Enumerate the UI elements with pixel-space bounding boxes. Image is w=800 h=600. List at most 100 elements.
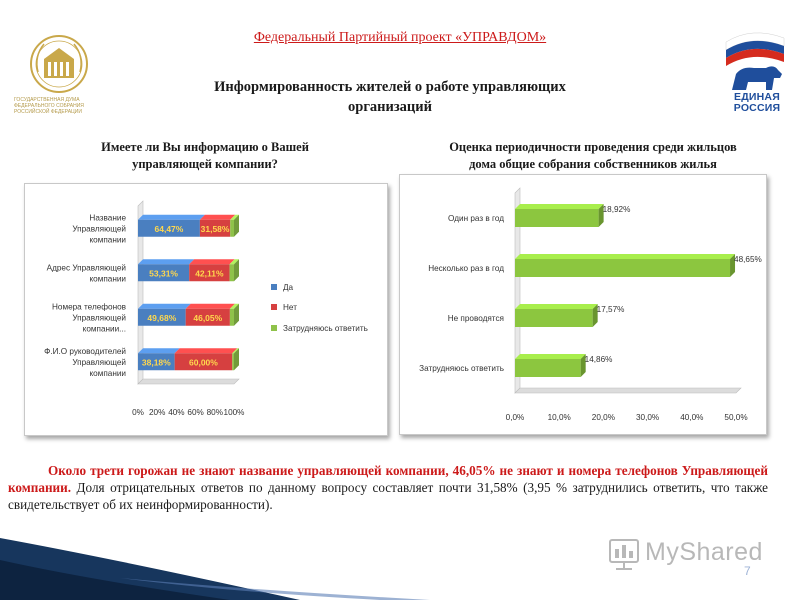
bar-end-cap: [730, 254, 736, 277]
x-tick-label: 100%: [224, 408, 245, 417]
category-label: Управляющей: [72, 313, 126, 322]
x-tick-label: 40,0%: [680, 413, 703, 422]
bar-end-cap: [580, 354, 586, 377]
main-title-line1: Информированность жителей о работе управ…: [214, 79, 566, 95]
legend-swatch: [271, 304, 277, 310]
left-chart-title-line2: управляющей компании?: [132, 157, 278, 171]
myshared-watermark: MyShared: [645, 538, 763, 566]
bar-end-cap: [234, 348, 239, 371]
x-tick-label: 20%: [149, 408, 165, 417]
summary-paragraph: Около трети горожан не знают название уп…: [8, 462, 768, 513]
bar-top: [515, 254, 736, 259]
bar-value-label: 64,47%: [155, 224, 184, 234]
party-name-line2: РОССИЯ: [733, 102, 781, 114]
bar-segment: [229, 264, 234, 282]
bar-end-cap: [234, 214, 239, 237]
bar-segment-top: [138, 348, 180, 354]
x-tick-label: 40%: [168, 408, 184, 417]
bar-segment: [138, 308, 186, 326]
bar-segment-top: [232, 348, 239, 354]
category-label: Управляющей: [72, 224, 126, 233]
left-chart-floor: [137, 378, 240, 385]
bar-value-label: 42,11%: [195, 268, 224, 278]
myshared-logo-icon: [609, 539, 639, 570]
meetings-frequency-bar-chart: 18,92% Один раз в год 48,65% Несколько раз …: [419, 187, 762, 422]
x-tick-label: 80%: [207, 408, 223, 417]
right-chart-title-line2: дома общие собрания собственников жилья: [469, 157, 717, 171]
category-label: Затрудняюсь ответить: [419, 364, 504, 373]
bar-segment-top: [189, 259, 235, 265]
bar-top: [515, 354, 586, 359]
bar-value-label: 31,58%: [201, 224, 230, 234]
right-chart-floor: [514, 387, 742, 394]
bar-segment: [138, 264, 190, 282]
united-russia-name: ЕДИНАЯ РОССИЯ: [720, 92, 794, 114]
awareness-chart-frame: 64,47% 31,58% Название Управляющей компании 5…: [24, 183, 388, 436]
category-label: Несколько раз в год: [428, 264, 504, 273]
bar-end-cap: [592, 304, 598, 327]
left-chart-title-line1: Имеете ли Вы информацию о Вашей: [101, 140, 309, 154]
bar-value-label: 60,00%: [189, 357, 218, 367]
bar-segment: [232, 353, 234, 371]
page-number: 7: [744, 564, 751, 578]
bar-segment-top: [174, 348, 238, 354]
bar-value-label: 38,18%: [142, 357, 171, 367]
bar-end-cap: [598, 204, 604, 227]
bar: [515, 359, 581, 377]
bar-end-cap: [234, 259, 239, 282]
category-label: Управляющей: [72, 358, 126, 367]
bar-top: [515, 304, 598, 309]
bar-end-cap: [234, 303, 239, 326]
bar: [515, 309, 593, 327]
category-label: Название: [89, 213, 126, 222]
bar-segment-top: [138, 214, 205, 220]
bar-segment-top: [229, 259, 239, 265]
bar-segment-top: [138, 259, 195, 265]
legend-swatch: [271, 325, 277, 331]
bar-value-label: 46,05%: [193, 313, 222, 323]
right-chart-title-line1: Оценка периодичности проведения среди жи…: [449, 140, 737, 154]
legend-label: Затрудняюсь ответить: [283, 324, 368, 333]
x-tick-label: 30,0%: [636, 413, 659, 422]
x-tick-label: 50,0%: [724, 413, 747, 422]
meetings-chart-frame: 18,92% Один раз в год 48,65% Несколько раз …: [399, 174, 767, 435]
state-duma-caption: Государственная Дума Федерального Собран…: [14, 97, 84, 115]
category-label: компании...: [83, 324, 126, 333]
bar-segment-top: [229, 303, 239, 309]
legend-swatch: [271, 284, 277, 290]
x-tick-label: 60%: [187, 408, 203, 417]
bar-segment-top: [138, 303, 191, 309]
decorative-bottom-band: [0, 538, 430, 600]
bar-value-label: 18,92%: [603, 205, 631, 214]
bar-value-label: 53,31%: [149, 268, 178, 278]
summary-highlight: Около трети горожан не знают название уп…: [8, 463, 768, 495]
bar-value-label: 14,86%: [585, 355, 613, 364]
left-chart-title: Имеете ли Вы информацию о Вашей управляю…: [50, 139, 360, 173]
category-label: компании: [89, 369, 126, 378]
bar-segment: [230, 219, 234, 237]
bar-segment: [199, 219, 231, 237]
united-russia-logo-icon: [725, 32, 785, 90]
bar-segment: [185, 308, 230, 326]
bar-value-label: 48,65%: [734, 255, 762, 264]
category-label: компании: [89, 235, 126, 244]
bar-segment: [189, 264, 230, 282]
category-label: Один раз в год: [448, 214, 504, 223]
category-label: Ф.И.О руководителей: [44, 347, 126, 356]
category-label: Не проводятся: [448, 314, 504, 323]
category-label: компании: [89, 274, 126, 283]
main-title-line2: организаций: [348, 99, 432, 115]
bar-segment: [138, 219, 200, 237]
awareness-stacked-bar-chart: 64,47% 31,58% Название Управляющей компании 5…: [44, 200, 368, 417]
bar-segment-top: [230, 214, 239, 220]
category-label: Адрес Управляющей: [47, 263, 126, 272]
x-tick-label: 0%: [132, 408, 144, 417]
bar-segment-top: [185, 303, 235, 309]
legend-label: Да: [283, 283, 294, 292]
party-name-line1: ЕДИНАЯ: [734, 91, 780, 103]
bar-value-label: 17,57%: [597, 305, 625, 314]
bar-segment: [229, 308, 234, 326]
bar: [515, 259, 731, 277]
summary-rest: Доля отрицательных ответов по данному во…: [8, 480, 768, 512]
